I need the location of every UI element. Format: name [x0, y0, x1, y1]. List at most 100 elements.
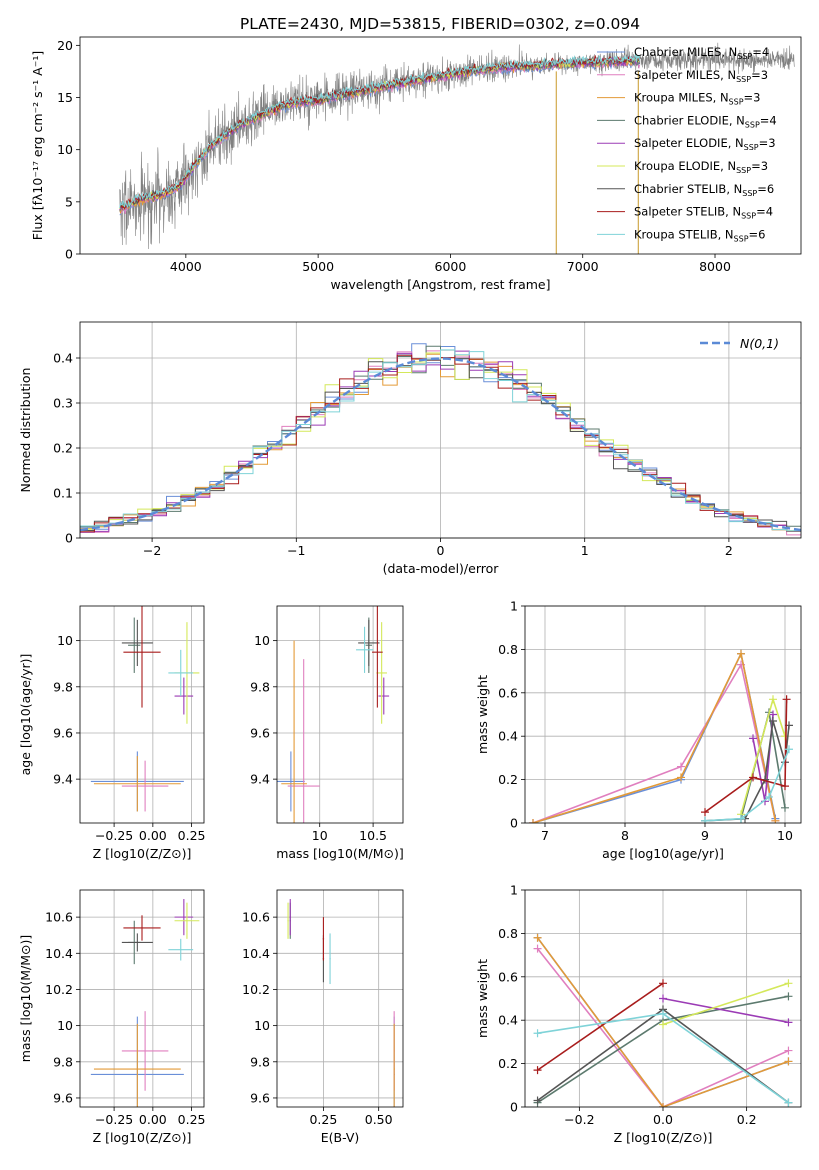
series-kroupa-stelib [533, 1009, 793, 1107]
legend-label: Kroupa MILES, NSSP=3 [634, 91, 760, 107]
y-tick-label: 0.2 [498, 1056, 518, 1071]
y-tick-label: 0.2 [53, 441, 73, 456]
series-line [532, 651, 777, 823]
x-axis-label: (data-model)/error [383, 561, 500, 576]
series-salpeter-miles [529, 660, 780, 823]
x-tick-label: 7 [541, 828, 549, 843]
y-tick-label: 0.6 [498, 969, 518, 984]
data-point [749, 734, 757, 743]
point-salpeter-elodie [174, 899, 194, 936]
y-tick-label: 9.4 [250, 772, 270, 787]
x-tick-label: 0.2 [737, 1112, 757, 1127]
data-point [784, 1098, 793, 1107]
series-chabrier-miles [529, 649, 780, 823]
x-tick-label: 8 [621, 828, 629, 843]
x-axis-label: Z [log10(Z/Z⊙)] [93, 846, 192, 861]
axes-frame [79, 321, 802, 539]
data-point [659, 979, 667, 988]
x-tick-label: 5000 [302, 259, 334, 274]
data-point [765, 792, 773, 801]
y-tick-label: 0.4 [498, 729, 518, 744]
x-tick-label: 2 [725, 543, 733, 558]
y-tick-label: 10 [57, 142, 73, 157]
x-tick-label: 10 [777, 828, 793, 843]
data-point [737, 814, 745, 823]
series-salpeter-stelib [701, 695, 791, 817]
y-tick-label: 10 [57, 633, 73, 648]
plot-area [80, 343, 801, 536]
y-tick-label: 10.4 [242, 946, 270, 961]
plot-area [287, 899, 395, 1107]
point-chabrier-stelib [121, 933, 153, 952]
axes: 0.25 0.50 9.6 9.8 10 10.2 10.4 10.6 E(B-V) [242, 889, 404, 1145]
data-point [782, 695, 791, 704]
y-tick-label: 0.1 [53, 486, 73, 501]
point-salpeter-elodie [378, 677, 390, 715]
series-kroupa-elodie [737, 695, 789, 819]
y-tick-label: 5 [65, 194, 73, 209]
data-point [784, 979, 793, 988]
x-tick-label: 0.00 [139, 828, 167, 843]
panel-age-vs-mass: 10 10.5 9.4 9.6 9.8 10 mass [log10(M/M⊙)] [250, 605, 404, 861]
point-kroupa-miles [393, 1023, 395, 1107]
data-point [784, 1057, 793, 1066]
y-tick-label: 9.8 [53, 1054, 73, 1069]
y-tick-label: 0 [65, 531, 73, 546]
series-line [704, 699, 788, 813]
plot-area [533, 933, 793, 1107]
data-point [781, 782, 789, 791]
axes: 7 8 9 10 0 0.2 0.4 0.6 0.8 1 age [log10(age/yr)] ma… [475, 599, 802, 861]
plot-area [90, 606, 200, 812]
data-point [737, 649, 745, 658]
x-axis-label: E(B-V) [321, 1130, 360, 1145]
data-point [533, 944, 542, 953]
data-point [781, 803, 789, 812]
axes: −0.25 0.00 0.25 9.6 9.8 10 10.2 10.4 10.6 Z [log1… [18, 889, 206, 1145]
point-kroupa-miles [93, 756, 181, 812]
data-point [533, 933, 542, 942]
point-salpeter-miles [121, 1011, 169, 1091]
y-tick-label: 0.6 [498, 685, 518, 700]
y-tick-label: 9.6 [53, 725, 73, 740]
y-tick-label: 0.8 [498, 926, 518, 941]
point-kroupa-stelib [168, 938, 194, 961]
point-salpeter-miles [121, 760, 169, 812]
hist-salpeter-elodie [80, 350, 801, 533]
series-kroupa-stelib [701, 745, 793, 823]
series-kroupa-miles [533, 933, 793, 1107]
normal-curve [80, 357, 801, 532]
y-tick-label: 10.2 [45, 982, 73, 997]
point-kroupa-elodie [174, 902, 200, 939]
x-axis-label: Z [log10(Z/Z⊙)] [614, 1130, 713, 1145]
data-point [771, 816, 780, 823]
plot-area [277, 606, 390, 823]
series-line [704, 748, 790, 822]
x-tick-label: 7000 [567, 259, 599, 274]
y-axis-label: mass weight [475, 675, 490, 754]
legend-label: Chabrier STELIB, NSSP=6 [634, 182, 774, 198]
x-tick-label: −0.25 [95, 828, 133, 843]
legend: Chabrier MILES, NSSP=4 Salpeter MILES, NS… [597, 45, 777, 243]
panel-residuals: −2 −1 0 1 2 0 0.1 0.2 0.3 0.4 (data-model)/error No… [18, 321, 802, 576]
legend-label: Chabrier ELODIE, NSSP=4 [634, 113, 777, 129]
x-tick-label: 1 [581, 543, 589, 558]
grid [277, 890, 403, 1107]
data-point [659, 1020, 667, 1029]
panel-weight-vs-Z: −0.2 0.0 0.2 0 0.2 0.4 0.6 0.8 1 Z [log10(Z/Z⊙)] m… [475, 883, 802, 1145]
series-salpeter-stelib [533, 979, 667, 1075]
x-tick-label: −0.25 [95, 1112, 133, 1127]
point-salpeter-stelib [123, 606, 161, 708]
y-axis-label: Normed distribution [18, 368, 33, 493]
x-tick-label: −1 [287, 543, 305, 558]
axes-frame [524, 889, 802, 1108]
x-tick-label: 8000 [699, 259, 731, 274]
series-salpeter-elodie [659, 994, 793, 1027]
point-salpeter-elodie [174, 677, 194, 715]
y-tick-label: 10.4 [45, 946, 73, 961]
data-point [677, 773, 685, 782]
y-tick-label: 0 [65, 247, 73, 262]
y-tick-label: 1 [510, 599, 518, 614]
data-point [769, 695, 777, 704]
point-salpeter-miles [287, 659, 320, 823]
